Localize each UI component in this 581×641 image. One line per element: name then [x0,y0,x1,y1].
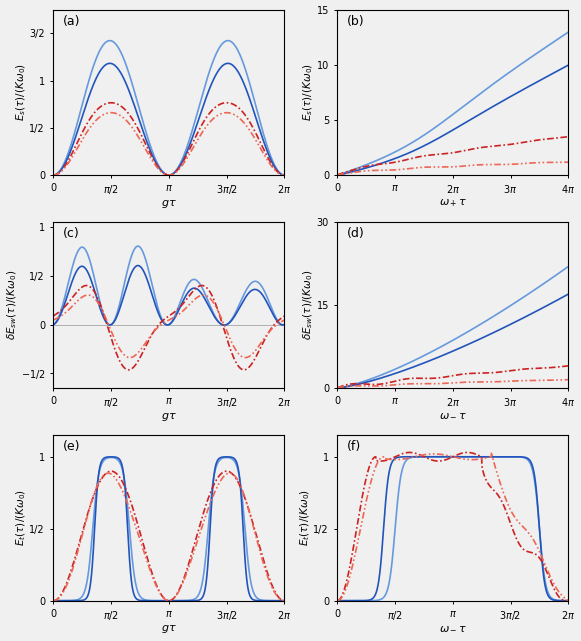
X-axis label: $g\tau$: $g\tau$ [161,624,177,635]
Y-axis label: $\delta E_{sw}(\tau)/(K\omega_0)$: $\delta E_{sw}(\tau)/(K\omega_0)$ [302,270,315,340]
Y-axis label: $E_s(\tau)/(K\omega_0)$: $E_s(\tau)/(K\omega_0)$ [15,63,28,121]
Text: (d): (d) [347,228,364,240]
Y-axis label: $E_t(\tau)/(K\omega_0)$: $E_t(\tau)/(K\omega_0)$ [15,489,28,547]
Y-axis label: $E_s(\tau)/(K\omega_0)$: $E_s(\tau)/(K\omega_0)$ [302,63,315,121]
X-axis label: $\omega_+\tau$: $\omega_+\tau$ [439,197,467,208]
Text: (a): (a) [63,15,80,28]
Y-axis label: $E_t(\tau)/(K\omega_0)$: $E_t(\tau)/(K\omega_0)$ [299,489,312,547]
Text: (e): (e) [63,440,80,453]
Y-axis label: $\delta E_{sw}(\tau)/(K\omega_0)$: $\delta E_{sw}(\tau)/(K\omega_0)$ [6,270,19,340]
Text: (f): (f) [347,440,361,453]
X-axis label: $\omega_-\tau$: $\omega_-\tau$ [439,410,467,420]
Text: (b): (b) [347,15,364,28]
X-axis label: $g\tau$: $g\tau$ [161,198,177,210]
X-axis label: $\omega_-\tau$: $\omega_-\tau$ [439,624,467,633]
Text: (c): (c) [63,228,80,240]
X-axis label: $g\tau$: $g\tau$ [161,411,177,422]
